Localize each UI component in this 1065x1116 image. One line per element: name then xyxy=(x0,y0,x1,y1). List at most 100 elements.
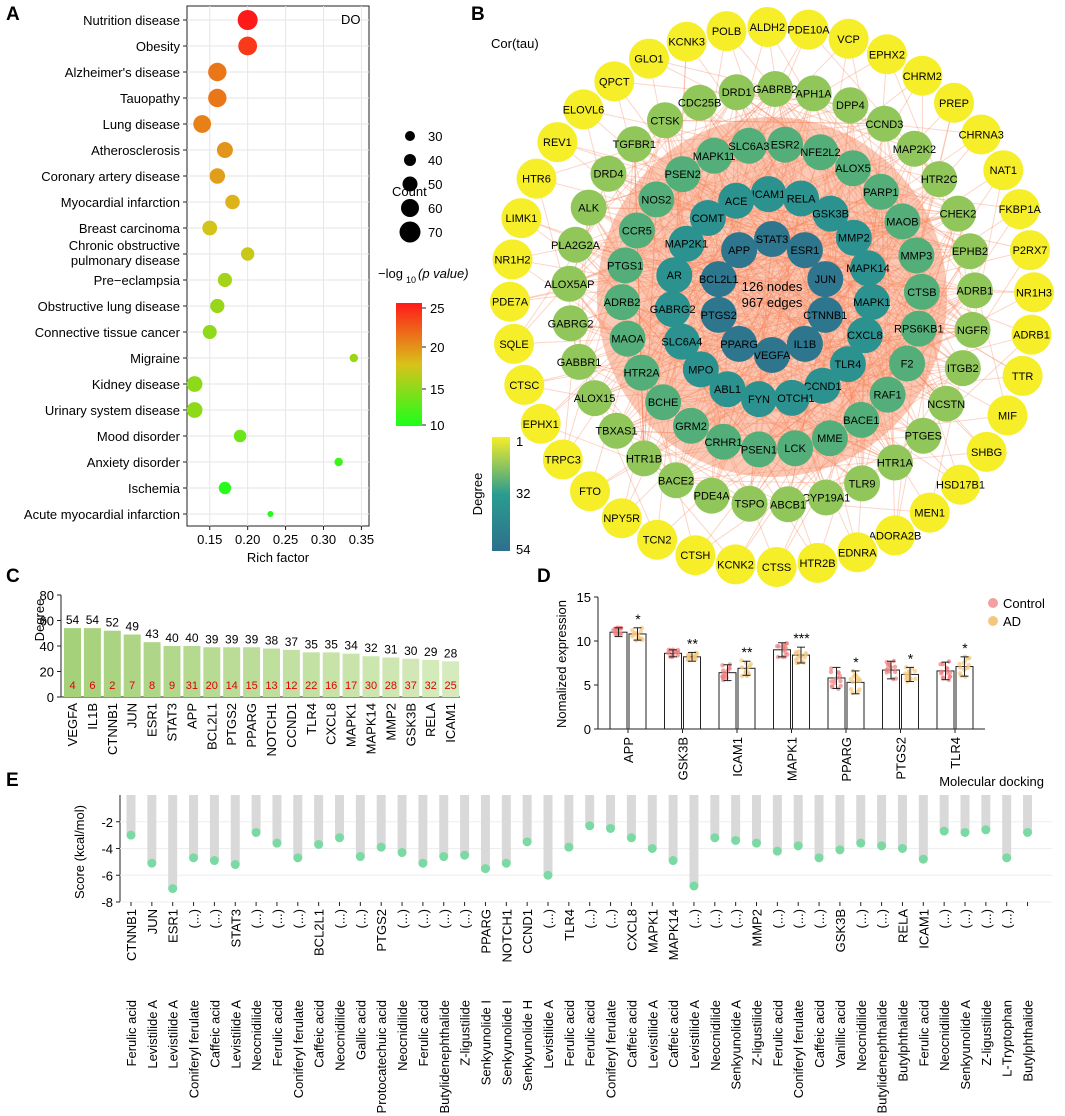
network-node xyxy=(645,384,682,421)
network-edge xyxy=(613,81,896,463)
network-node-label: PSEN2 xyxy=(665,169,701,181)
network-node xyxy=(807,296,844,333)
degree-value: 43 xyxy=(145,627,159,641)
network-node xyxy=(570,189,607,226)
expression-bar xyxy=(628,633,647,730)
network-node xyxy=(607,247,644,284)
network-node-label: ALK xyxy=(578,203,599,215)
rank-value: 12 xyxy=(285,680,297,692)
network-node xyxy=(835,219,872,256)
network-node-label: CXCL8 xyxy=(847,330,882,342)
network-node-label: TSPO xyxy=(735,499,765,511)
network-node xyxy=(501,198,542,239)
category-label: TLR4 xyxy=(948,737,963,769)
edge-cloud xyxy=(597,117,947,477)
network-node xyxy=(520,403,561,444)
network-edge xyxy=(568,173,609,284)
network-edge xyxy=(894,213,959,536)
network-edge xyxy=(736,91,851,106)
sample-dot xyxy=(794,660,799,666)
data-dot xyxy=(267,511,274,517)
y-tick-label: 40 xyxy=(40,639,54,654)
network-node xyxy=(542,439,583,480)
score-dot xyxy=(939,826,949,836)
network-node xyxy=(797,542,838,583)
category-label: CXCL8 xyxy=(324,703,339,745)
network-edge xyxy=(771,238,827,498)
network-node-label: LCK xyxy=(784,443,806,455)
score-dot xyxy=(126,830,136,840)
score-dot xyxy=(209,856,219,866)
network-edge xyxy=(804,329,973,345)
network-node-label: ABCB1 xyxy=(770,499,806,511)
network-edge xyxy=(594,343,740,399)
network-edge xyxy=(616,354,773,432)
network-node-label: ADRB2 xyxy=(604,297,641,309)
network-node xyxy=(795,75,832,112)
network-node xyxy=(866,105,903,142)
network-node xyxy=(637,519,678,560)
score-dot xyxy=(689,881,699,891)
target-label: GSK3B xyxy=(833,909,848,952)
significance-mark: ** xyxy=(742,644,753,660)
score-dot xyxy=(543,870,553,880)
compound-label: Ferulic acid xyxy=(562,1000,577,1066)
network-node-label: NCSTN xyxy=(927,399,965,411)
rank-value: 2 xyxy=(109,680,115,692)
network-node xyxy=(709,371,746,408)
network-node-label: COMT xyxy=(692,213,725,225)
network-node-label: TCN2 xyxy=(643,535,672,547)
category-label: GSK3B xyxy=(403,703,418,746)
compound-label: Senkyunolide A xyxy=(729,1000,744,1090)
category-label: MMP2 xyxy=(383,703,398,741)
panel-d-label: D xyxy=(537,566,551,587)
data-dot xyxy=(349,353,359,363)
network-node-label: LIMK1 xyxy=(506,213,538,225)
compound-label: Butylidenephthalide xyxy=(437,1000,452,1113)
sample-dot xyxy=(946,659,952,664)
network-node-label: CTNNB1 xyxy=(803,310,847,322)
compound-label: Ferulic acid xyxy=(770,1000,785,1066)
sample-dot xyxy=(945,666,950,671)
sample-dot xyxy=(739,665,745,670)
network-edge xyxy=(664,119,885,125)
score-dot xyxy=(793,841,803,851)
rank-value: 4 xyxy=(69,680,75,692)
term-label: Migraine xyxy=(130,351,180,366)
category-label: APP xyxy=(184,703,199,729)
network-node-label: MAOA xyxy=(611,334,644,346)
network-edge xyxy=(672,278,826,310)
target-label: (...) xyxy=(875,909,890,929)
network-node-label: CTSH xyxy=(680,550,710,562)
target-label: CCND1 xyxy=(520,909,535,954)
network-node xyxy=(811,420,848,457)
plot-a-title: DO xyxy=(341,12,361,27)
network-edge xyxy=(512,217,709,260)
score-dot xyxy=(981,825,991,835)
network-node xyxy=(876,444,913,481)
term-label: Obstructive lung disease xyxy=(38,299,180,314)
score-dot xyxy=(731,835,741,845)
score-dot xyxy=(710,833,720,843)
network-node xyxy=(777,430,814,467)
compound-label: Coniferyl ferulate xyxy=(291,1000,306,1098)
degree-value: 40 xyxy=(165,631,179,645)
y-tick-label: 0 xyxy=(47,690,54,705)
network-node xyxy=(934,82,974,123)
network-node-label: VCP xyxy=(837,34,860,46)
data-dot xyxy=(202,220,218,236)
x-tick-label: 0.25 xyxy=(273,532,298,547)
target-label: (...) xyxy=(187,909,202,929)
x-tick-label: 0.35 xyxy=(349,532,374,547)
network-node-label: SHBG xyxy=(971,447,1002,459)
degree-value: 54 xyxy=(66,613,80,627)
degree-value: 40 xyxy=(185,631,199,645)
compound-label: Ferulic acid xyxy=(916,1000,931,1066)
compound-label: Coniferyl ferulate xyxy=(791,1000,806,1098)
sample-dot xyxy=(848,687,854,692)
score-dot xyxy=(355,852,365,862)
sample-dot xyxy=(940,662,946,667)
compound-label: Levistilide A xyxy=(541,1000,556,1069)
network-node xyxy=(663,323,700,360)
degree-bar xyxy=(382,657,400,697)
